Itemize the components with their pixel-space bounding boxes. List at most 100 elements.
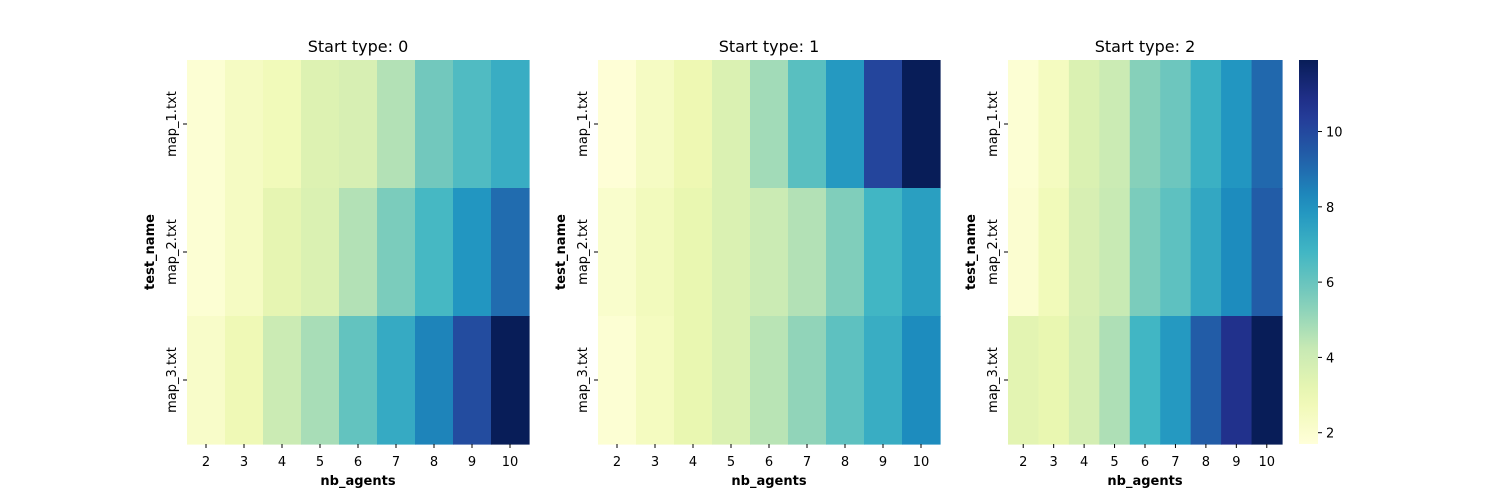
x-tick-label: 3 [240, 455, 248, 470]
heatmap-cell [263, 188, 302, 317]
heatmap-cell [1251, 188, 1283, 317]
heatmap-cell [1099, 188, 1131, 317]
heatmap-cell [339, 188, 378, 317]
colorbar-tick-label: 4 [1326, 351, 1334, 366]
heatmap-cell [1129, 188, 1161, 317]
heatmap-cell [598, 60, 637, 189]
heatmap-cell [1160, 60, 1192, 189]
x-tick-label: 4 [689, 455, 697, 470]
heatmap-cell [491, 188, 530, 317]
x-tick-label: 7 [392, 455, 400, 470]
heatmap-cell [826, 60, 865, 189]
x-tick-label: 7 [1171, 455, 1179, 470]
x-tick-label: 9 [1232, 455, 1240, 470]
heatmap-cell [1008, 316, 1040, 445]
heatmap-cell [1221, 316, 1253, 445]
heatmap-cell [415, 60, 454, 189]
heatmap-cell [377, 316, 416, 445]
y-tick-label: map_3.txt [165, 347, 180, 413]
y-tick-label: map_2.txt [165, 219, 180, 285]
heatmap-cell [902, 316, 941, 445]
heatmap-cell [750, 60, 789, 189]
heatmap-cell [301, 60, 340, 189]
y-tick-label: map_1.txt [165, 91, 180, 157]
y-tick-label: map_3.txt [986, 347, 1001, 413]
x-tick-label: 6 [354, 455, 362, 470]
x-tick-label: 2 [613, 455, 621, 470]
heatmap-cell [864, 60, 903, 189]
heatmap-cell [636, 316, 675, 445]
colorbar-tick-label: 2 [1326, 427, 1334, 442]
heatmap-cell [225, 60, 264, 189]
heatmap-cell [1129, 316, 1161, 445]
x-tick-label: 4 [1080, 455, 1088, 470]
x-tick-label: 3 [651, 455, 659, 470]
x-tick-label: 8 [430, 455, 438, 470]
heatmap-cell [263, 60, 302, 189]
heatmap-cell [263, 316, 302, 445]
heatmap-cell [377, 60, 416, 189]
heatmap-cell [674, 316, 713, 445]
x-axis-label: nb_agents [1107, 474, 1182, 489]
heatmap-cell [339, 316, 378, 445]
heatmap-cell [826, 188, 865, 317]
heatmap-cell [491, 316, 530, 445]
heatmap-cell [1068, 188, 1100, 317]
heatmap-cell [636, 60, 675, 189]
heatmap-cell [674, 60, 713, 189]
colorbar-tick-label: 6 [1326, 276, 1334, 291]
y-tick-label: map_1.txt [986, 91, 1001, 157]
heatmap-cell [1068, 316, 1100, 445]
heatmap-cell [225, 188, 264, 317]
heatmap-cell [750, 316, 789, 445]
heatmap-cell [1008, 60, 1040, 189]
heatmap-cell [453, 316, 492, 445]
x-tick-label: 9 [468, 455, 476, 470]
x-tick-label: 5 [1110, 455, 1118, 470]
x-tick-label: 2 [1019, 455, 1027, 470]
heatmap-cell [187, 188, 226, 317]
heatmap-cell [788, 316, 827, 445]
x-tick-label: 5 [316, 455, 324, 470]
x-tick-label: 3 [1050, 455, 1058, 470]
heatmap-cell [301, 316, 340, 445]
heatmap-cell [902, 60, 941, 189]
panel-title: Start type: 2 [1095, 37, 1196, 56]
colorbar [1299, 60, 1318, 444]
heatmap-cell [1038, 188, 1070, 317]
heatmap-cell [864, 316, 903, 445]
x-tick-label: 6 [1141, 455, 1149, 470]
x-tick-label: 7 [803, 455, 811, 470]
x-tick-label: 2 [202, 455, 210, 470]
heatmap-cell [750, 188, 789, 317]
heatmap-cell [1160, 188, 1192, 317]
heatmap-cell [453, 60, 492, 189]
heatmap-cell [225, 316, 264, 445]
heatmap-cell [1038, 60, 1070, 189]
heatmap-cell [1129, 60, 1161, 189]
heatmap-cell [1068, 60, 1100, 189]
heatmap-cell [788, 60, 827, 189]
colorbar-tick-label: 10 [1326, 126, 1343, 141]
heatmap-cell [491, 60, 530, 189]
y-axis-label: test_name [964, 214, 979, 290]
x-axis-label: nb_agents [731, 474, 806, 489]
heatmap-cell [712, 316, 751, 445]
heatmap-cell [339, 60, 378, 189]
heatmap-cell [826, 316, 865, 445]
heatmap-cell [674, 188, 713, 317]
heatmap-cell [415, 188, 454, 317]
heatmap-cell [453, 188, 492, 317]
x-tick-label: 6 [765, 455, 773, 470]
heatmap-cell [1038, 316, 1070, 445]
y-tick-label: map_2.txt [986, 219, 1001, 285]
x-tick-label: 5 [727, 455, 735, 470]
heatmap-cell [1190, 188, 1222, 317]
y-axis-label: test_name [143, 214, 158, 290]
heatmap-cell [712, 60, 751, 189]
heatmap-cell [1251, 60, 1283, 189]
heatmap-cell [187, 316, 226, 445]
x-tick-label: 4 [278, 455, 286, 470]
x-tick-label: 10 [913, 455, 930, 470]
